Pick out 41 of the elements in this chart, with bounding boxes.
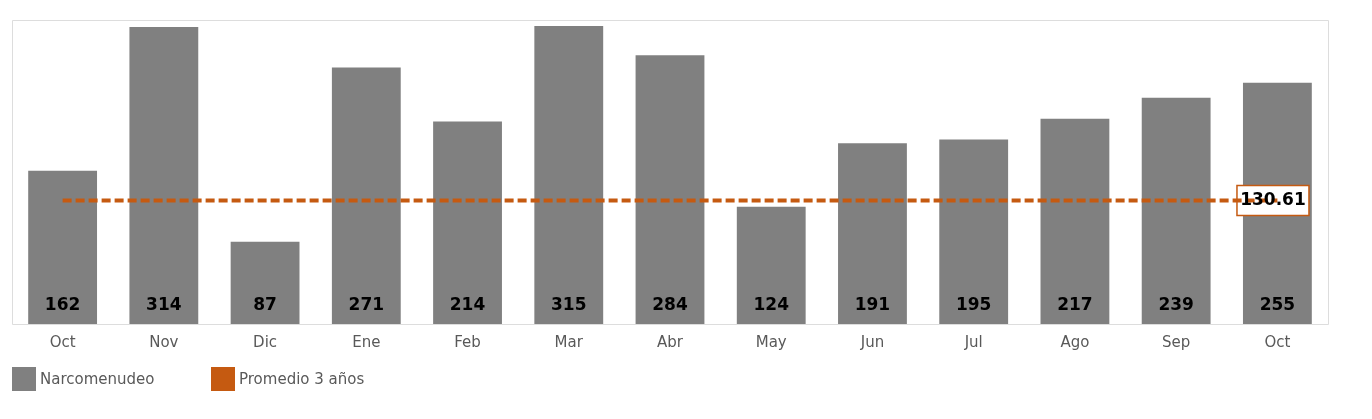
bar xyxy=(230,241,300,324)
x-tick-label: Ene xyxy=(352,332,381,351)
x-tick-label: Dic xyxy=(253,332,278,351)
data-label: 239 xyxy=(1158,294,1194,314)
data-label: 191 xyxy=(854,294,891,314)
bar xyxy=(838,143,907,324)
x-tick-label: Oct xyxy=(1264,332,1291,351)
data-label: 195 xyxy=(955,294,992,314)
x-tick-label: Sep xyxy=(1162,332,1191,351)
data-label: 271 xyxy=(348,294,385,314)
x-tick-label: Nov xyxy=(149,332,179,351)
x-tick-label: Ago xyxy=(1060,332,1090,351)
data-label: 217 xyxy=(1057,294,1093,314)
x-tick-label: Feb xyxy=(454,332,481,351)
bar xyxy=(1141,97,1211,324)
bar xyxy=(1040,118,1110,324)
data-label: 314 xyxy=(146,294,182,314)
bar xyxy=(736,206,806,324)
data-label: 315 xyxy=(551,294,587,314)
bar xyxy=(331,67,401,324)
legend-label: Narcomenudeo xyxy=(40,370,155,388)
legend-label: Promedio 3 años xyxy=(239,370,365,388)
data-label: 130.61 xyxy=(1240,189,1306,210)
data-label: 255 xyxy=(1259,294,1296,314)
x-tick-label: Mar xyxy=(554,332,584,351)
data-label: 214 xyxy=(449,294,486,314)
bar xyxy=(534,25,604,324)
bar xyxy=(939,139,1009,324)
x-tick-label: May xyxy=(755,332,787,351)
bar xyxy=(129,26,199,324)
x-tick-label: Jun xyxy=(859,332,885,351)
bar xyxy=(433,121,502,324)
x-tick-label: Jul xyxy=(963,332,983,351)
bar xyxy=(28,170,98,324)
data-label: 284 xyxy=(652,294,688,314)
x-tick-label: Abr xyxy=(657,332,684,351)
data-label: 87 xyxy=(253,294,277,314)
data-label: 124 xyxy=(753,294,790,314)
bar xyxy=(635,55,705,324)
x-tick-label: Oct xyxy=(49,332,76,351)
data-label: 162 xyxy=(44,294,81,314)
